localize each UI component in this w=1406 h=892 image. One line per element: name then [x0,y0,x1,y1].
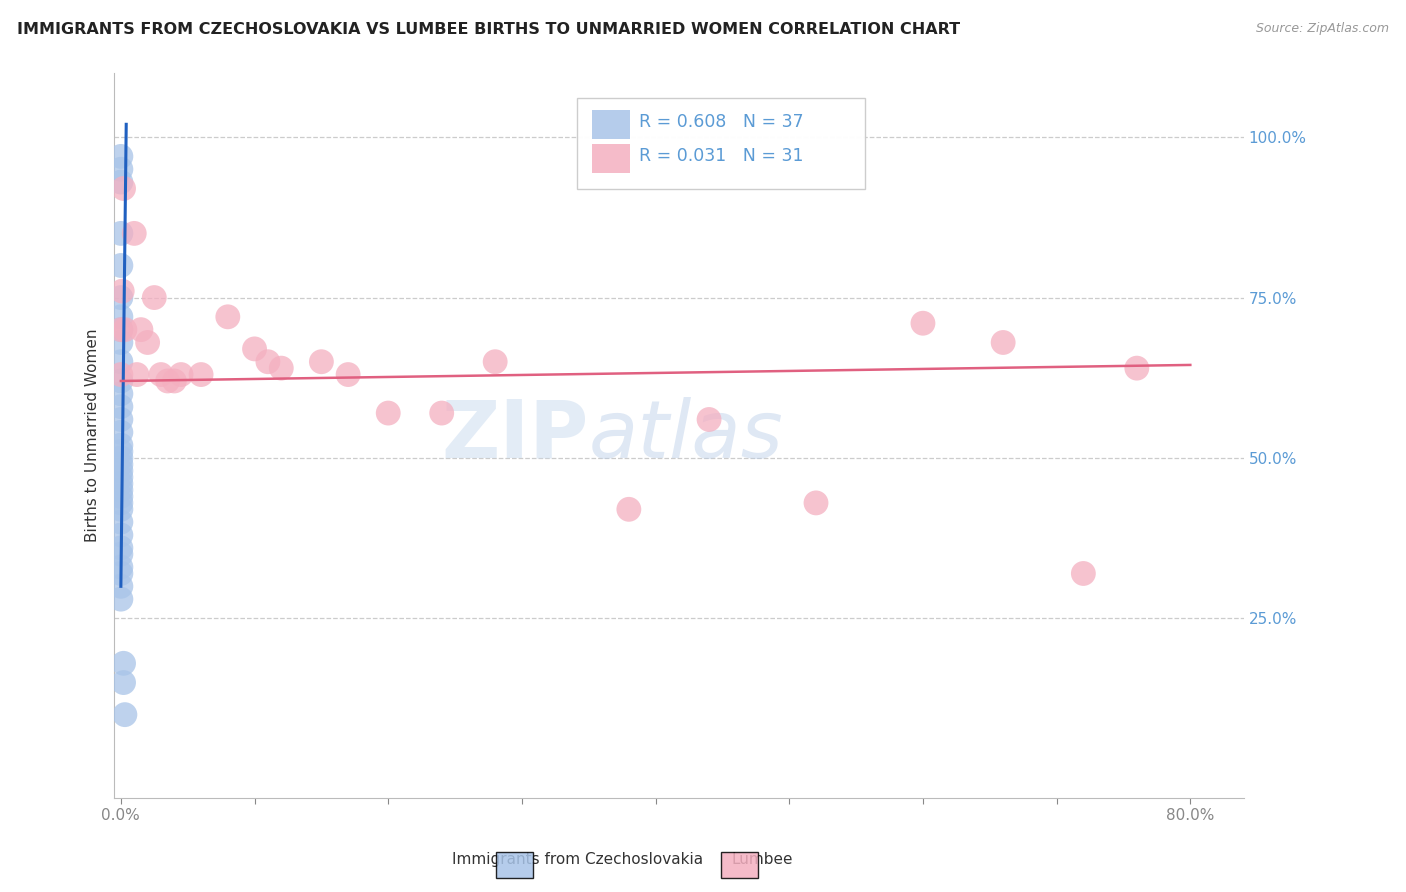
Point [110,355,132,369]
Text: R = 0.031   N = 31: R = 0.031 N = 31 [640,147,804,165]
Point [170,368,193,382]
Point [110,175,132,189]
Point [110,566,132,581]
Point [804,496,827,510]
Point [110,502,132,516]
Point [110,368,132,382]
Point [112,675,135,690]
Point [110,438,132,452]
Text: Lumbee: Lumbee [731,852,793,867]
Point [110,528,132,542]
Point [110,323,132,337]
Point [110,259,132,273]
Point [110,162,132,177]
Text: ZIP: ZIP [441,397,589,475]
Point [136,335,159,350]
Point [110,374,132,388]
Point [110,386,132,401]
Point [110,560,132,574]
Point [156,374,179,388]
Point [110,400,132,414]
Point [110,458,132,472]
Point [484,355,506,369]
Point [110,476,132,491]
Point [270,361,292,376]
Point [257,355,280,369]
Point [110,496,132,510]
Point [110,335,132,350]
Point [430,406,453,420]
Text: IMMIGRANTS FROM CZECHOSLOVAKIA VS LUMBEE BIRTHS TO UNMARRIED WOMEN CORRELATION C: IMMIGRANTS FROM CZECHOSLOVAKIA VS LUMBEE… [17,22,960,37]
Text: Source: ZipAtlas.com: Source: ZipAtlas.com [1256,22,1389,36]
Point [110,444,132,458]
Point [163,374,186,388]
Point [110,291,132,305]
Point [243,342,266,356]
Point [110,425,132,440]
Point [114,323,136,337]
Point [149,368,172,382]
Point [337,368,360,382]
Text: R = 0.608   N = 37: R = 0.608 N = 37 [640,113,804,131]
Point [129,323,152,337]
Point [112,181,135,195]
Point [110,149,132,163]
Point [114,707,136,722]
Point [110,579,132,593]
Point [110,541,132,555]
Point [1126,361,1149,376]
Point [110,490,132,504]
Point [110,470,132,484]
Point [1073,566,1095,581]
Point [110,227,132,241]
FancyBboxPatch shape [592,145,630,173]
Point [112,657,135,671]
Point [143,291,166,305]
Point [110,412,132,426]
Point [617,502,640,516]
Point [122,227,145,241]
Point [697,412,720,426]
Text: Immigrants from Czechoslovakia: Immigrants from Czechoslovakia [451,852,703,867]
Point [311,355,333,369]
Point [377,406,399,420]
Point [110,515,132,529]
Point [911,316,934,330]
Point [110,483,132,497]
Point [217,310,239,324]
Y-axis label: Births to Unmarried Women: Births to Unmarried Women [86,329,100,542]
Point [110,323,132,337]
Point [110,547,132,561]
Point [111,284,134,298]
Point [110,450,132,465]
Point [110,310,132,324]
Point [110,592,132,607]
FancyBboxPatch shape [578,98,865,189]
Point [125,368,148,382]
Point [190,368,212,382]
Text: atlas: atlas [589,397,783,475]
Point [110,464,132,478]
Point [991,335,1014,350]
FancyBboxPatch shape [592,111,630,139]
